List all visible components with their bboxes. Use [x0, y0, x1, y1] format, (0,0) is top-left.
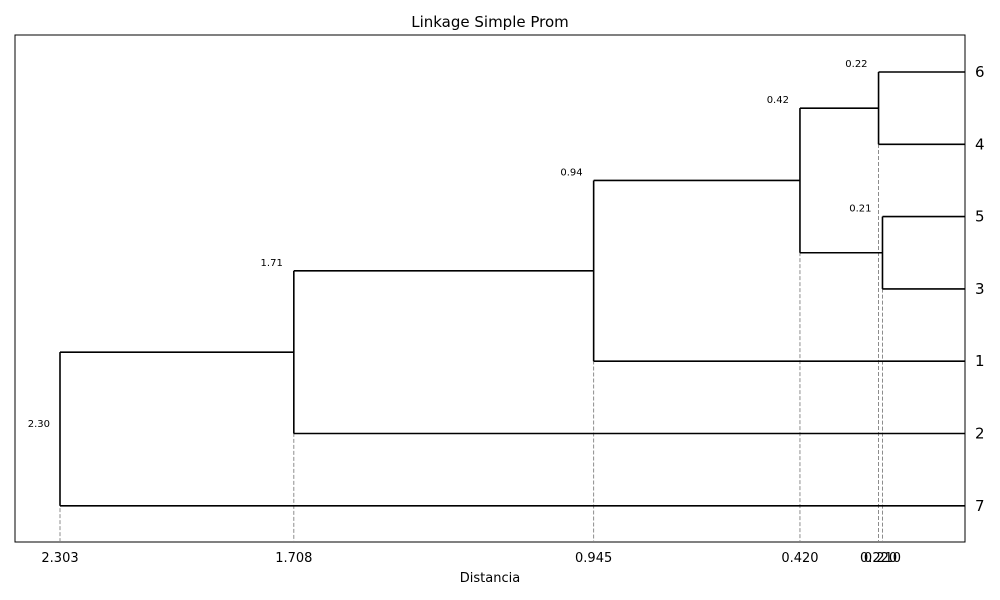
merge-height-label: 0.21	[849, 204, 871, 215]
x-tick-label: 0.945	[575, 551, 612, 566]
leaf-label: 2	[975, 425, 985, 443]
chart-title: Linkage Simple Prom	[411, 13, 569, 31]
leaf-label: 4	[975, 135, 985, 153]
merge-height-labels: 0.22 0.21 0.42 0.94 1.71 2.30	[28, 59, 872, 430]
leaf-labels: 6 4 5 3 1 2 7	[975, 63, 985, 515]
leaf-label: 1	[975, 352, 985, 370]
leaf-label: 5	[975, 208, 985, 226]
merge-height-label: 0.94	[560, 167, 582, 178]
x-axis-label: Distancia	[460, 571, 520, 586]
merge-height-label: 2.30	[28, 419, 50, 430]
merge-height-label: 0.42	[767, 95, 789, 106]
dendrogram-links	[59, 71, 965, 507]
merge-height-label: 1.71	[261, 258, 283, 269]
merge-height-label: 0.22	[845, 59, 867, 70]
leaf-label: 7	[975, 497, 985, 515]
x-tick-label: 2.303	[41, 551, 78, 566]
plot-frame	[14, 34, 966, 543]
x-tick-label: 0.210	[864, 551, 901, 566]
x-tick-label: 1.708	[275, 551, 312, 566]
x-tick-label: 0.220	[860, 551, 897, 566]
leaf-label: 3	[975, 280, 985, 298]
leaf-label: 6	[975, 63, 985, 81]
merge-guide-lines	[59, 72, 883, 542]
x-tick-label: 0.420	[781, 551, 818, 566]
